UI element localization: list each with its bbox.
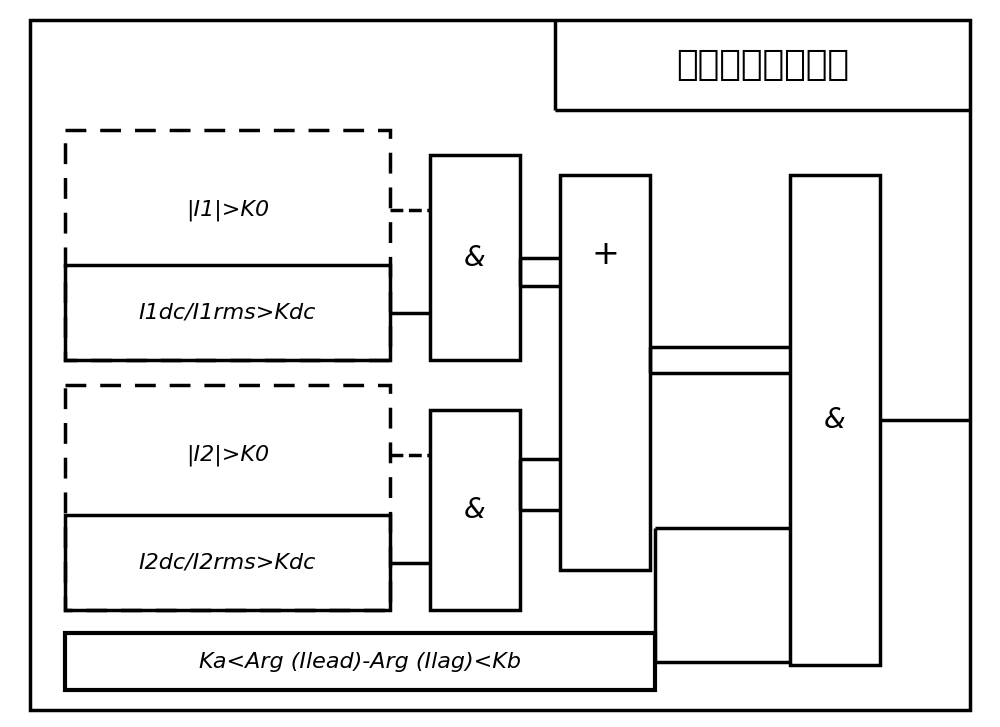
Bar [560, 175, 650, 570]
Text: &: & [464, 496, 486, 524]
Text: I2dc/I2rms>Kdc: I2dc/I2rms>Kdc [139, 553, 316, 572]
Bar [65, 515, 390, 610]
Text: |I2|>K0: |I2|>K0 [186, 444, 269, 466]
Bar [790, 175, 880, 665]
Text: &: & [824, 406, 846, 434]
Bar [65, 633, 655, 690]
Bar [65, 130, 390, 360]
Text: |I1|>K0: |I1|>K0 [186, 199, 269, 221]
Bar [430, 155, 520, 360]
Text: Ka<Arg (Ilead)-Arg (Ilag)<Kb: Ka<Arg (Ilead)-Arg (Ilag)<Kb [199, 651, 521, 672]
Bar [65, 265, 390, 360]
Text: 基本饱和判定条件: 基本饱和判定条件 [676, 48, 849, 82]
Bar [430, 410, 520, 610]
Text: +: + [591, 238, 619, 271]
Text: &: & [464, 244, 486, 271]
Bar [65, 385, 390, 610]
Text: I1dc/I1rms>Kdc: I1dc/I1rms>Kdc [139, 302, 316, 323]
